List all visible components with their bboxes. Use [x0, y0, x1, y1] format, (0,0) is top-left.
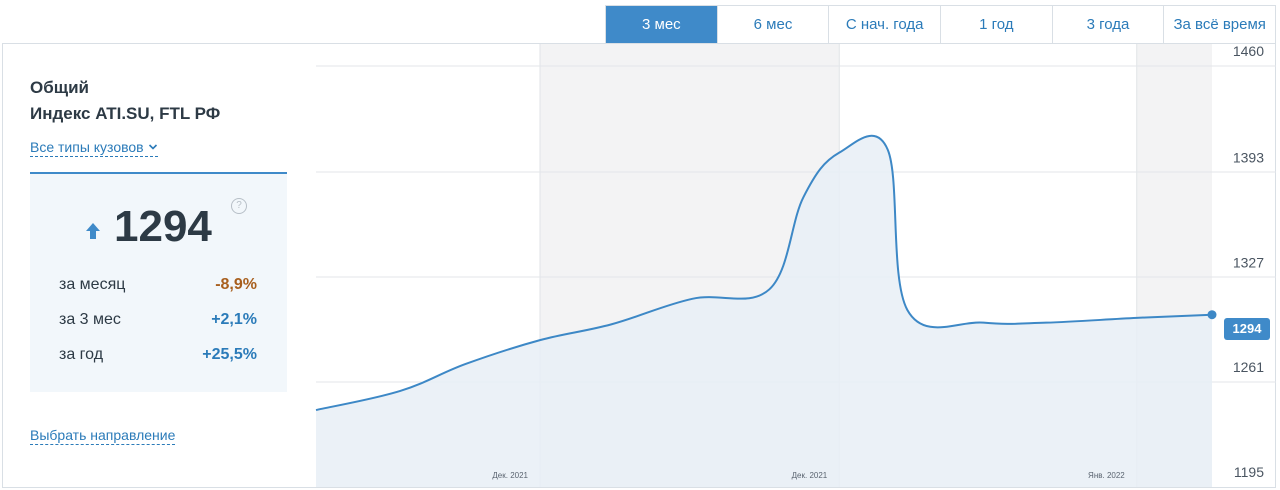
chevron-down-icon	[148, 144, 157, 150]
x-tick-label-2: Янв. 2022	[1088, 471, 1125, 480]
last-point-marker	[1207, 310, 1217, 320]
y-tick-label-2: 1327	[1233, 254, 1264, 270]
choose-direction-link[interactable]: Выбрать направление	[30, 427, 176, 445]
series-area	[316, 135, 1212, 487]
stat-label-3-months: за 3 мес	[59, 311, 121, 328]
x-tick-label-0: Дек. 2021	[492, 471, 528, 480]
arrow-up-icon	[86, 223, 100, 239]
tab-period-0[interactable]: 3 мес	[606, 6, 717, 43]
tab-period-4[interactable]: 3 года	[1051, 6, 1164, 43]
y-tick-label-0: 1460	[1233, 43, 1264, 59]
stat-label-year: за год	[59, 346, 104, 363]
stats-panel: 1294 ? за месяц -8,9% за 3 мес +2,1% за …	[30, 172, 287, 392]
index-title-line2: Индекс ATI.SU, FTL РФ	[30, 104, 221, 123]
tab-period-2[interactable]: С нач. года	[828, 6, 941, 43]
last-value-label: 1294	[1224, 318, 1270, 340]
y-tick-label-1: 1393	[1233, 149, 1264, 165]
stat-value-3-months: +2,1%	[211, 311, 257, 328]
series-line	[315, 134, 1213, 412]
tab-period-5[interactable]: За всё время	[1163, 6, 1276, 43]
y-tick-label-3: 1261	[1233, 359, 1264, 375]
index-title-line1: Общий	[30, 78, 89, 97]
period-tabs: 3 мес 6 мес С нач. года 1 год 3 года За всё в…	[605, 5, 1276, 43]
y-tick-label-4: 1195	[1234, 464, 1264, 480]
help-icon[interactable]: ?	[231, 198, 247, 214]
current-index-value: 1294	[114, 202, 212, 251]
tab-period-3[interactable]: 1 год	[940, 6, 1052, 43]
body-types-dropdown[interactable]: Все типы кузовов	[30, 139, 158, 157]
tab-period-1[interactable]: 6 мес	[716, 6, 829, 43]
body-types-label: Все типы кузовов	[30, 139, 144, 155]
x-tick-label-1: Дек. 2021	[792, 471, 828, 480]
index-card	[2, 43, 1276, 488]
stat-value-year: +25,5%	[202, 346, 257, 363]
stat-value-month: -8,9%	[215, 276, 257, 293]
stat-label-month: за месяц	[59, 276, 126, 293]
